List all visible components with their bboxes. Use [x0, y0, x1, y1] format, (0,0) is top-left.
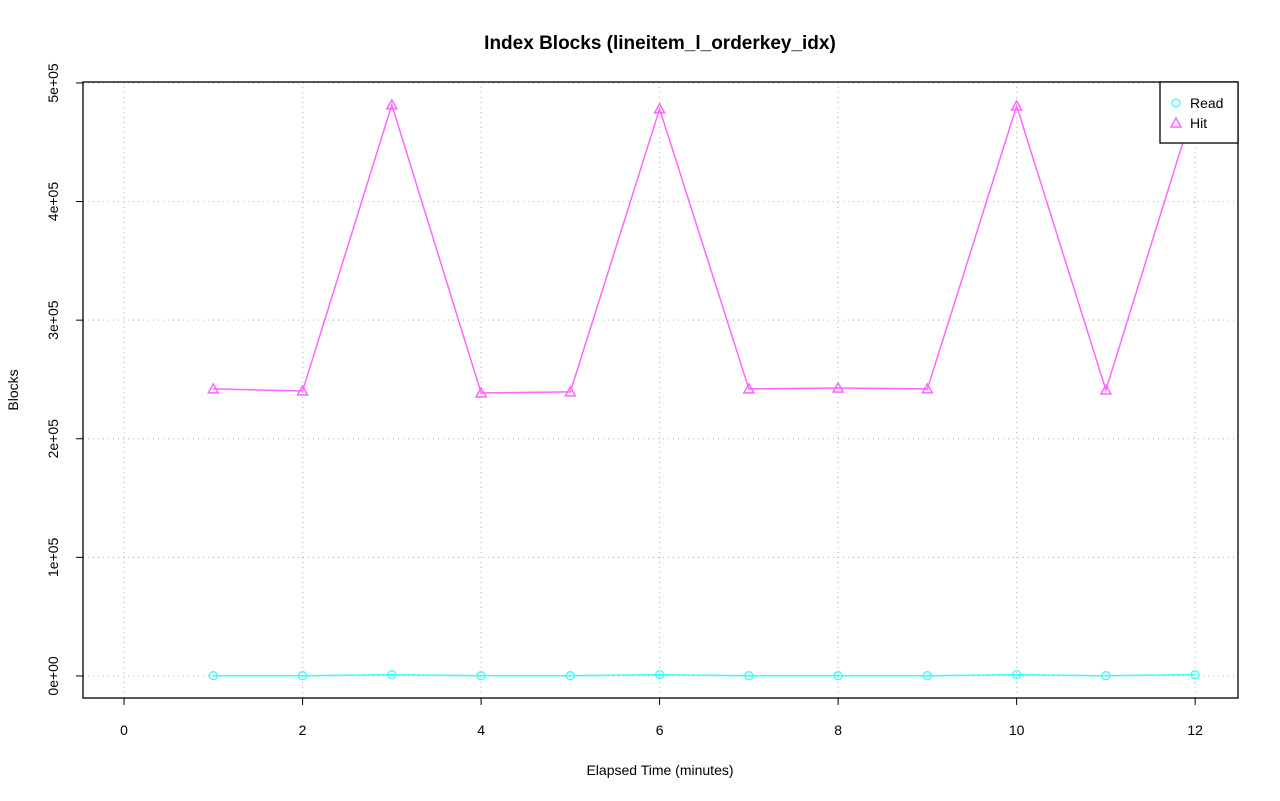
- x-tick-label: 4: [477, 722, 485, 738]
- series-line: [213, 674, 1196, 677]
- x-tick-label: 8: [834, 722, 842, 738]
- y-axis-label: Blocks: [5, 369, 21, 410]
- y-tick-label: 3e+05: [45, 300, 61, 340]
- y-tick-label: 5e+05: [45, 63, 61, 103]
- point: [654, 670, 665, 680]
- x-tick-label: 10: [1009, 722, 1025, 738]
- legend-marker: [1171, 98, 1181, 108]
- x-tick-label: 12: [1187, 722, 1203, 738]
- point: [207, 382, 220, 394]
- point: [653, 102, 666, 114]
- plot-frame: [82, 81, 1239, 699]
- point: [297, 671, 308, 681]
- point: [831, 381, 845, 393]
- point: [208, 671, 218, 681]
- point: [742, 382, 756, 394]
- point: [1011, 670, 1022, 680]
- y-tick-label: 2e+05: [45, 419, 61, 459]
- point: [1010, 99, 1023, 111]
- point: [474, 386, 488, 398]
- x-tick-label: 0: [120, 722, 128, 738]
- x-tick-label: 2: [299, 722, 307, 738]
- point: [387, 670, 397, 680]
- point: [922, 671, 933, 681]
- y-tick-label: 4e+05: [45, 182, 61, 222]
- point: [1099, 383, 1113, 395]
- point: [476, 671, 486, 681]
- point: [1190, 670, 1200, 680]
- y-tick-label: 1e+05: [45, 537, 61, 577]
- legend-marker: [1169, 116, 1183, 128]
- x-axis-label: Elapsed Time (minutes): [586, 762, 733, 778]
- point: [565, 671, 575, 681]
- plot-data: [207, 96, 1202, 681]
- point: [744, 671, 754, 681]
- legend-label: Hit: [1190, 115, 1207, 131]
- point: [385, 98, 399, 110]
- point: [921, 382, 934, 394]
- legend-box: [1159, 81, 1239, 144]
- point: [564, 385, 577, 397]
- point: [296, 384, 309, 396]
- point: [833, 671, 843, 681]
- legend-label: Read: [1190, 95, 1223, 111]
- series-line: [213, 102, 1196, 394]
- legend: Read Hit: [1159, 81, 1239, 144]
- chart-title: Index Blocks (lineitem_l_orderkey_idx): [484, 33, 836, 54]
- x-tick-label: 6: [656, 722, 664, 738]
- y-tick-label: 0e+00: [45, 656, 61, 696]
- point: [1101, 671, 1111, 681]
